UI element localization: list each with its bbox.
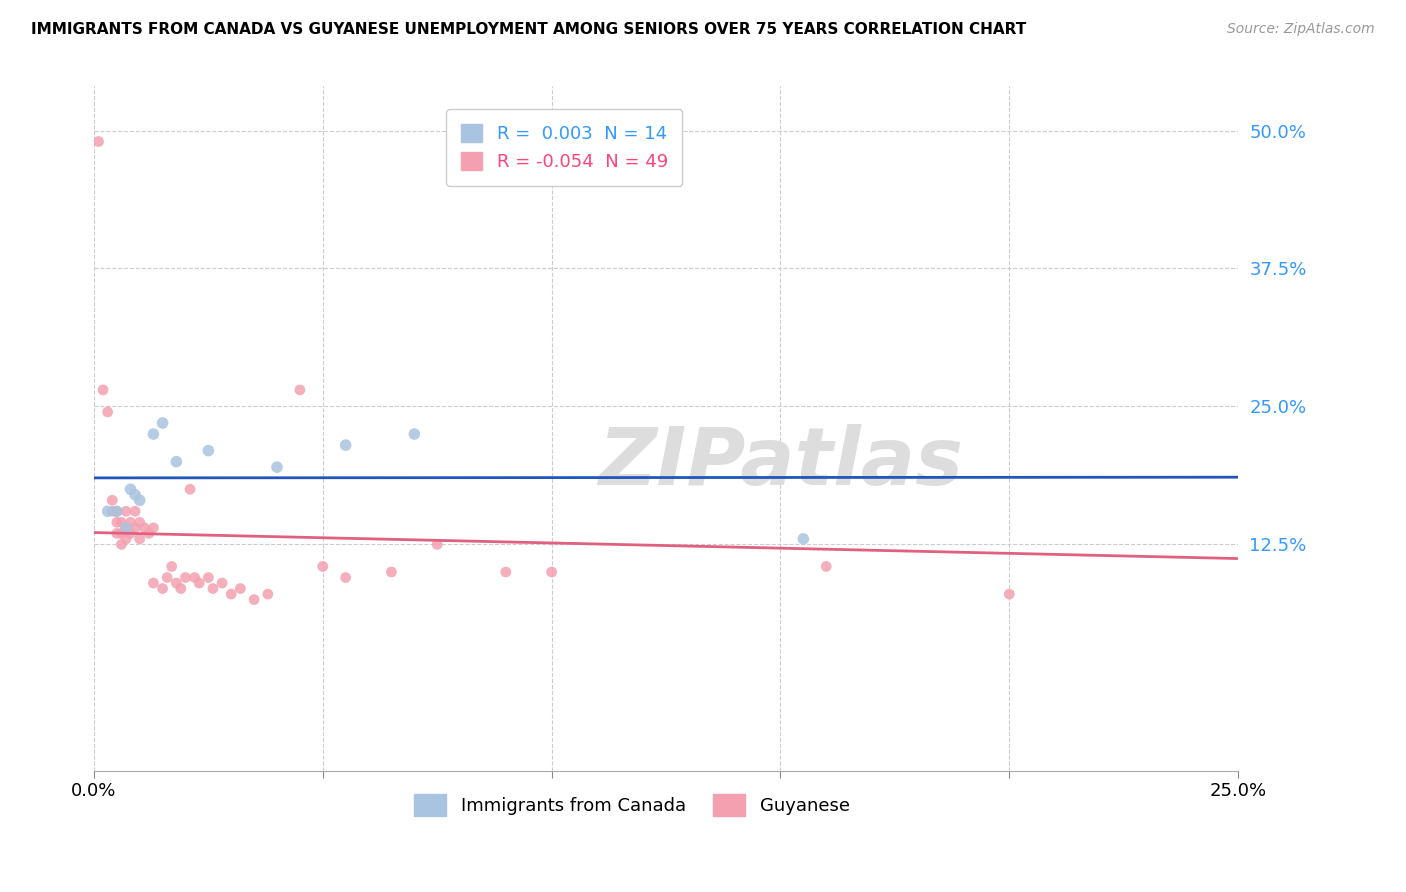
Point	[110, 537, 132, 551]
Point	[120, 516, 142, 530]
Point	[134, 521, 156, 535]
Point	[335, 438, 357, 452]
Point	[160, 559, 183, 574]
Point	[170, 582, 193, 596]
Point	[152, 582, 174, 596]
Text: ZIPatlas: ZIPatlas	[598, 424, 963, 501]
Point	[540, 565, 562, 579]
Point	[288, 383, 311, 397]
Point	[152, 416, 174, 430]
Point	[128, 532, 150, 546]
Point	[124, 521, 146, 535]
Point	[142, 576, 165, 591]
Point	[312, 559, 335, 574]
Point	[266, 460, 288, 475]
Point	[87, 135, 110, 149]
Point	[197, 443, 219, 458]
Point	[815, 559, 838, 574]
Point	[165, 455, 187, 469]
Point	[91, 383, 114, 397]
Point	[128, 493, 150, 508]
Point	[101, 493, 124, 508]
Point	[115, 521, 138, 535]
Point	[105, 504, 128, 518]
Point	[165, 576, 187, 591]
Text: Source: ZipAtlas.com: Source: ZipAtlas.com	[1227, 22, 1375, 37]
Point	[201, 582, 224, 596]
Point	[124, 504, 146, 518]
Point	[188, 576, 211, 591]
Point	[219, 587, 242, 601]
Point	[97, 405, 120, 419]
Point	[115, 521, 138, 535]
Point	[142, 427, 165, 442]
Point	[128, 516, 150, 530]
Point	[110, 526, 132, 541]
Point	[115, 532, 138, 546]
Point	[120, 526, 142, 541]
Point	[101, 504, 124, 518]
Legend: Immigrants from Canada, Guyanese: Immigrants from Canada, Guyanese	[406, 787, 858, 823]
Point	[174, 570, 197, 584]
Point	[197, 570, 219, 584]
Point	[142, 521, 165, 535]
Point	[120, 482, 142, 496]
Point	[105, 504, 128, 518]
Point	[792, 532, 814, 546]
Point	[229, 582, 252, 596]
Point	[115, 504, 138, 518]
Point	[156, 570, 179, 584]
Point	[124, 488, 146, 502]
Point	[335, 570, 357, 584]
Point	[105, 526, 128, 541]
Point	[211, 576, 233, 591]
Point	[138, 526, 160, 541]
Point	[179, 482, 201, 496]
Point	[110, 516, 132, 530]
Point	[380, 565, 402, 579]
Point	[495, 565, 517, 579]
Point	[97, 504, 120, 518]
Point	[257, 587, 280, 601]
Text: IMMIGRANTS FROM CANADA VS GUYANESE UNEMPLOYMENT AMONG SENIORS OVER 75 YEARS CORR: IMMIGRANTS FROM CANADA VS GUYANESE UNEMP…	[31, 22, 1026, 37]
Point	[998, 587, 1021, 601]
Point	[426, 537, 449, 551]
Point	[243, 592, 266, 607]
Point	[183, 570, 205, 584]
Point	[404, 427, 426, 442]
Point	[105, 516, 128, 530]
